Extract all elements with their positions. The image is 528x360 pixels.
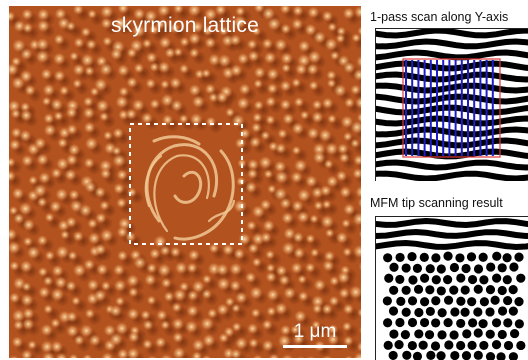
image-title: skyrmion lattice	[111, 14, 259, 37]
scan-region-box	[402, 58, 501, 158]
highlight-box	[129, 123, 243, 245]
scale-bar-line	[283, 345, 347, 348]
scan-result-image	[375, 216, 528, 360]
scale-bar-label: 1 μm	[293, 321, 337, 342]
result-title: MFM tip scanning result	[370, 196, 503, 210]
scan-title: 1-pass scan along Y-axis	[370, 10, 509, 24]
stripe-scan-image	[375, 28, 528, 181]
mfm-image-panel: skyrmion lattice 1 μm	[9, 6, 361, 358]
scale-bar: 1 μm	[283, 321, 347, 348]
skyrmion-lattice-image	[9, 6, 361, 358]
